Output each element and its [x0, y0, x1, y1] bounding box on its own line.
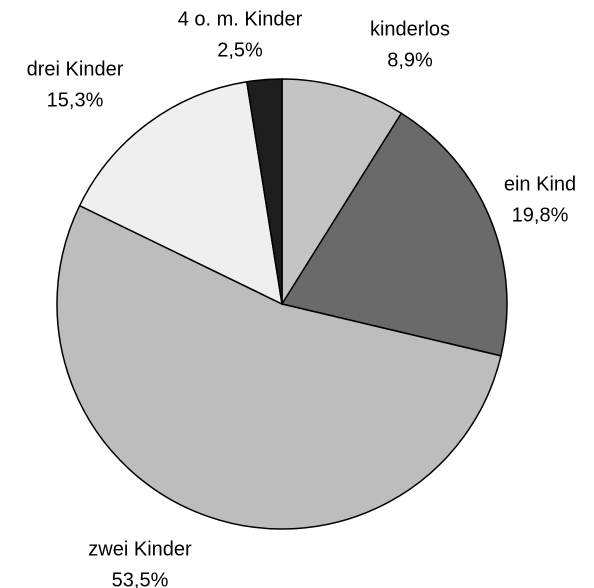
slice-label: zwei Kinder — [88, 538, 192, 560]
slice-value-label: 19,8% — [512, 204, 569, 226]
pie-slice — [281, 78, 403, 307]
slice-label: kinderlos — [370, 18, 450, 40]
pie-slice — [78, 80, 283, 306]
pie-slice — [280, 112, 508, 357]
slice-label: 4 o. m. Kinder — [178, 8, 303, 30]
slice-value-label: 15,3% — [47, 89, 104, 111]
slice-label: ein Kind — [504, 173, 576, 195]
pie-slice — [245, 78, 283, 305]
slice-value-label: 8,9% — [387, 49, 433, 71]
pie-slice — [56, 204, 502, 530]
slice-value-label: 2,5% — [217, 39, 263, 61]
slice-value-label: 53,5% — [112, 569, 169, 588]
slice-label: drei Kinder — [27, 58, 124, 80]
